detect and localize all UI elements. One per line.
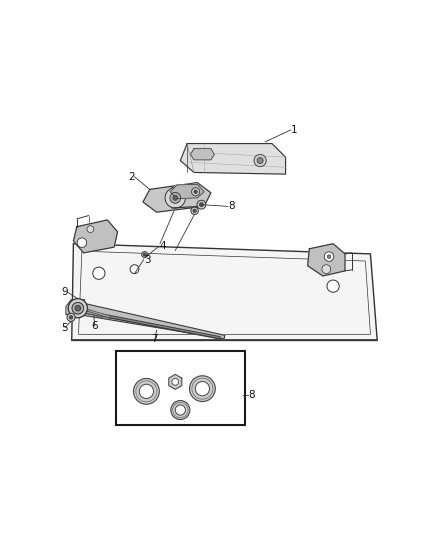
- Circle shape: [75, 305, 81, 311]
- Circle shape: [194, 190, 197, 193]
- Circle shape: [199, 203, 203, 207]
- Circle shape: [87, 225, 94, 232]
- Bar: [116, 351, 245, 425]
- Circle shape: [173, 196, 178, 200]
- Text: 8: 8: [228, 201, 234, 212]
- Text: 6: 6: [92, 321, 98, 331]
- Polygon shape: [307, 244, 345, 276]
- Circle shape: [139, 384, 154, 399]
- Circle shape: [77, 238, 87, 247]
- Text: 5: 5: [62, 322, 68, 333]
- Circle shape: [193, 209, 196, 213]
- Circle shape: [327, 255, 331, 259]
- Text: 4: 4: [159, 241, 166, 251]
- Polygon shape: [169, 374, 182, 389]
- Circle shape: [197, 200, 206, 209]
- Circle shape: [191, 188, 200, 196]
- Text: 2: 2: [128, 172, 134, 182]
- Text: 3: 3: [144, 255, 150, 265]
- Circle shape: [257, 157, 263, 164]
- Circle shape: [134, 378, 159, 404]
- Polygon shape: [77, 302, 225, 338]
- Text: 7: 7: [152, 334, 158, 344]
- Circle shape: [93, 267, 105, 279]
- Circle shape: [195, 382, 209, 396]
- Circle shape: [175, 405, 185, 415]
- Polygon shape: [170, 184, 204, 199]
- Circle shape: [143, 253, 146, 256]
- Circle shape: [322, 265, 331, 273]
- Polygon shape: [72, 244, 377, 341]
- Circle shape: [67, 313, 75, 321]
- Circle shape: [327, 280, 339, 292]
- Circle shape: [165, 188, 185, 208]
- Polygon shape: [180, 143, 286, 174]
- Circle shape: [68, 298, 87, 318]
- Circle shape: [324, 252, 334, 261]
- Circle shape: [130, 265, 139, 273]
- Circle shape: [191, 207, 198, 214]
- Text: 9: 9: [61, 287, 67, 297]
- Circle shape: [72, 302, 84, 314]
- Polygon shape: [191, 149, 214, 160]
- Circle shape: [190, 376, 215, 401]
- Text: 1: 1: [291, 125, 297, 135]
- Polygon shape: [74, 220, 117, 253]
- Circle shape: [170, 192, 181, 203]
- Circle shape: [68, 298, 87, 318]
- Polygon shape: [143, 183, 211, 212]
- Circle shape: [171, 400, 190, 419]
- Polygon shape: [66, 300, 85, 314]
- Circle shape: [141, 252, 148, 257]
- Circle shape: [69, 316, 73, 319]
- Circle shape: [254, 155, 266, 167]
- Circle shape: [172, 378, 179, 385]
- Circle shape: [72, 302, 84, 314]
- Circle shape: [75, 305, 81, 311]
- Text: 8: 8: [248, 390, 255, 400]
